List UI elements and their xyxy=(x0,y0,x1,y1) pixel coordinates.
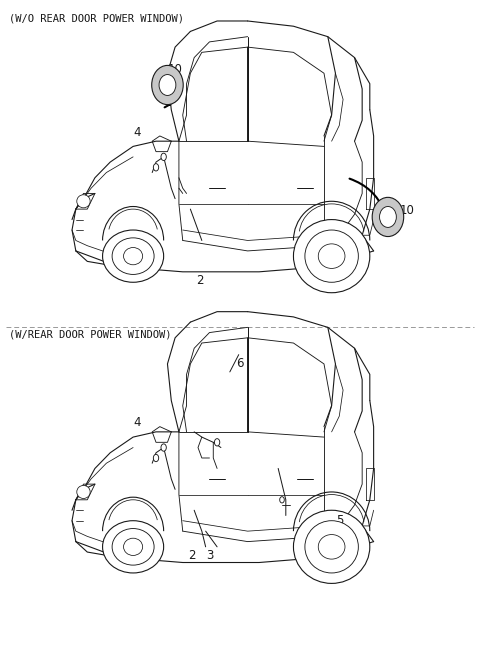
Ellipse shape xyxy=(103,521,164,573)
Text: 10: 10 xyxy=(400,204,415,217)
Ellipse shape xyxy=(293,510,370,583)
Ellipse shape xyxy=(305,521,359,573)
Ellipse shape xyxy=(372,197,404,237)
Ellipse shape xyxy=(293,220,370,293)
Ellipse shape xyxy=(305,230,359,282)
Ellipse shape xyxy=(112,529,154,565)
Ellipse shape xyxy=(77,485,90,499)
Ellipse shape xyxy=(77,195,90,208)
Ellipse shape xyxy=(103,230,164,282)
Ellipse shape xyxy=(123,538,143,556)
Text: 5: 5 xyxy=(336,514,344,527)
Text: 2: 2 xyxy=(189,549,196,562)
Ellipse shape xyxy=(152,66,183,104)
Text: 4: 4 xyxy=(133,416,141,429)
Ellipse shape xyxy=(380,207,396,228)
Text: 10: 10 xyxy=(168,64,183,77)
Text: (W/O REAR DOOR POWER WINDOW): (W/O REAR DOOR POWER WINDOW) xyxy=(9,13,183,23)
Ellipse shape xyxy=(318,535,345,559)
Ellipse shape xyxy=(123,247,143,265)
Ellipse shape xyxy=(112,238,154,274)
Circle shape xyxy=(161,444,166,451)
Text: 4: 4 xyxy=(133,125,141,138)
Circle shape xyxy=(280,497,284,503)
Text: 2: 2 xyxy=(196,274,203,287)
Circle shape xyxy=(215,439,220,446)
Ellipse shape xyxy=(159,75,176,96)
Text: 6: 6 xyxy=(236,358,244,371)
Circle shape xyxy=(153,163,159,171)
Circle shape xyxy=(153,455,159,462)
Ellipse shape xyxy=(318,244,345,268)
Circle shape xyxy=(161,154,166,161)
Text: (W/REAR DOOR POWER WINDOW): (W/REAR DOOR POWER WINDOW) xyxy=(9,330,171,340)
Text: 3: 3 xyxy=(206,549,214,562)
